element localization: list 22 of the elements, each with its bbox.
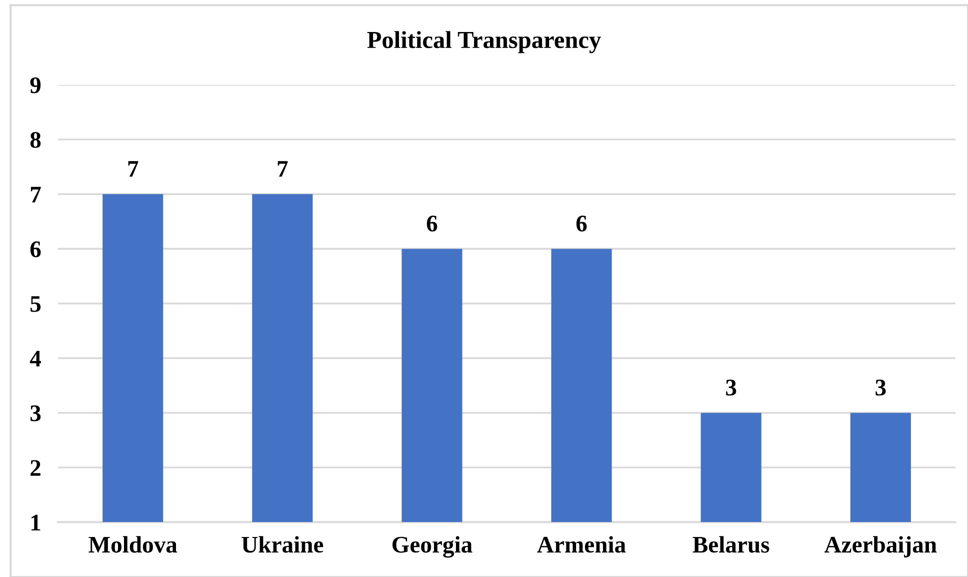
data-label: 3 <box>876 380 886 396</box>
x-tick-label: Azerbaijan <box>824 536 937 558</box>
data-label: 3 <box>726 380 736 396</box>
x-tick-label: Ukraine <box>242 536 324 553</box>
x-tick-label: Moldova <box>88 536 178 553</box>
y-tick-label: 7 <box>30 186 41 202</box>
y-tick-label: 2 <box>30 460 40 476</box>
x-tick-label: Georgia <box>392 536 472 558</box>
y-tick-label: 8 <box>30 132 41 148</box>
data-label: 7 <box>278 161 288 177</box>
y-tick-label: 1 <box>32 514 40 530</box>
chart-title: Political Transparency <box>367 31 601 54</box>
data-label: 7 <box>128 161 138 177</box>
y-tick-label: 4 <box>30 350 41 366</box>
data-label: 6 <box>426 216 438 232</box>
x-tick-label: Belarus <box>692 536 770 553</box>
y-tick-label: 3 <box>30 405 41 422</box>
y-tick-label: 5 <box>30 296 41 312</box>
data-label: 6 <box>576 216 587 232</box>
y-tick-label: 6 <box>30 241 41 258</box>
y-tick-label: 9 <box>30 77 41 94</box>
x-tick-label: Armenia <box>537 536 626 553</box>
